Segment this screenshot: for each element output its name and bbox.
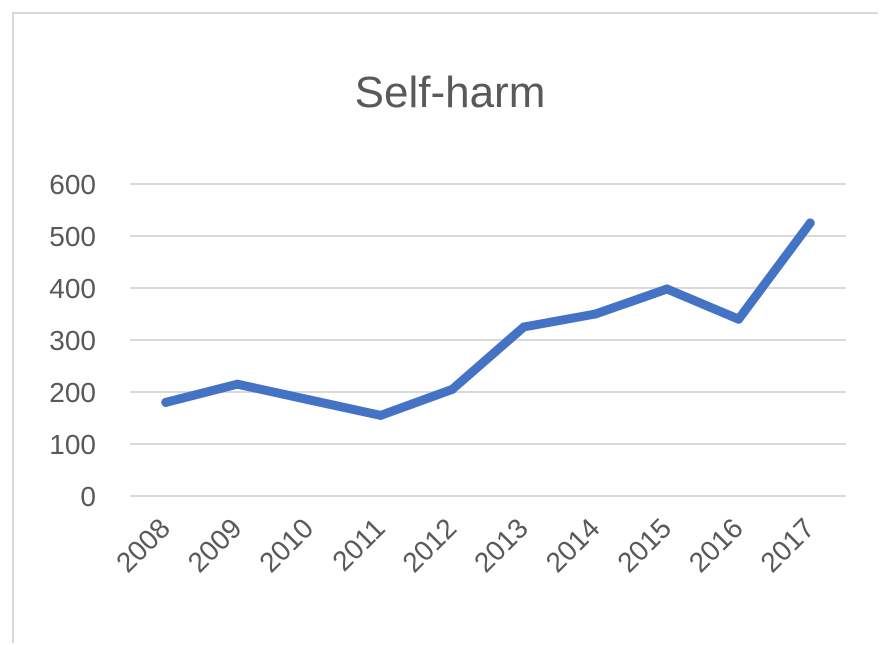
data-point <box>805 218 815 228</box>
data-point <box>662 284 672 294</box>
x-tick-label: 2012 <box>396 512 462 578</box>
x-tick-label: 2009 <box>182 512 248 578</box>
x-tick-label: 2010 <box>253 512 319 578</box>
x-tick-label: 2008 <box>110 512 176 578</box>
data-point <box>232 379 242 389</box>
y-tick-label: 400 <box>49 273 96 304</box>
y-axis-ticks: 0 100 200 300 400 500 600 <box>49 169 96 512</box>
x-tick-label: 2011 <box>326 512 391 577</box>
y-tick-label: 600 <box>49 169 96 200</box>
data-point <box>734 314 744 324</box>
y-tick-label: 300 <box>49 325 96 356</box>
series-group <box>161 218 815 420</box>
y-tick-label: 100 <box>49 429 96 460</box>
y-tick-label: 200 <box>49 377 96 408</box>
x-tick-label: 2013 <box>468 512 534 578</box>
x-tick-label: 2016 <box>683 512 749 578</box>
series-line <box>161 218 815 420</box>
data-point <box>590 309 600 319</box>
y-tick-label: 500 <box>49 221 96 252</box>
x-axis-ticks: 2008 2009 2010 2011 2012 2013 2014 2015 2016 2017 <box>110 512 820 578</box>
data-point <box>376 410 386 420</box>
data-point <box>161 397 171 407</box>
chart-frame <box>12 12 878 643</box>
chart-title: Self-harm <box>355 68 546 117</box>
x-tick-label: 2014 <box>540 512 606 578</box>
y-tick-label: 0 <box>80 481 96 512</box>
data-point <box>447 384 457 394</box>
x-tick-label: 2015 <box>611 512 677 578</box>
data-point <box>304 395 314 405</box>
data-point <box>519 322 529 332</box>
gridlines <box>130 183 846 497</box>
x-tick-label: 2017 <box>754 512 820 578</box>
